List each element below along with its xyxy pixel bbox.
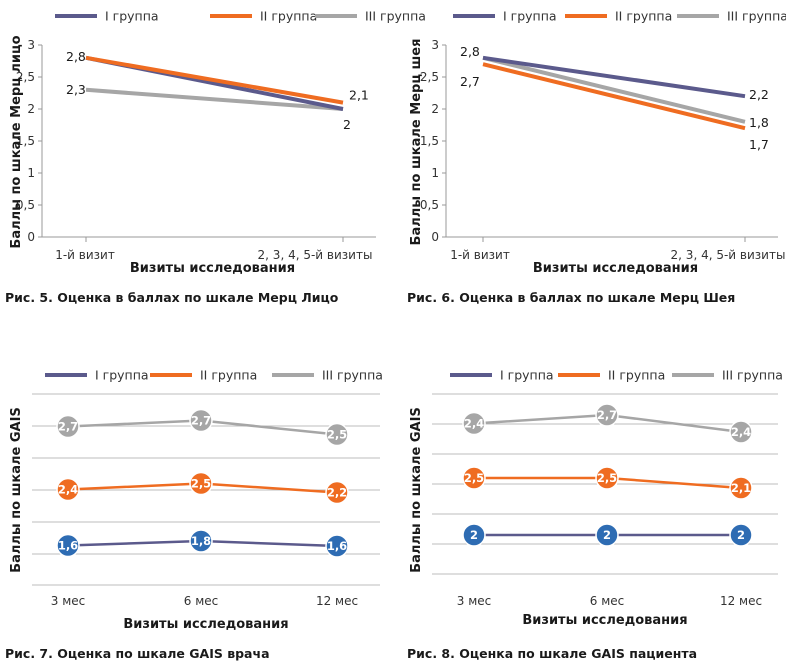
chart5-y-tick-label: 0 xyxy=(27,230,35,244)
chart6-y-tick-label: 0,5 xyxy=(420,198,439,212)
chart8-data-marker xyxy=(462,411,486,436)
chart8-legend-label-2: II группа xyxy=(608,368,665,383)
chart8-data-label: 2 xyxy=(737,528,745,542)
chart7-x-tick-label: 3 мес xyxy=(51,594,85,608)
chart8-data-marker xyxy=(729,420,753,444)
chart6-x-axis-title: Визиты исследования xyxy=(533,261,698,276)
chart7-data-label: 2,5 xyxy=(191,477,211,491)
chart6-series-line-2 xyxy=(482,62,746,131)
chart8-x-tick-label: 3 мес xyxy=(457,594,491,608)
chart6-data-label: 2,8 xyxy=(460,44,480,59)
chart7-data-label: 2,7 xyxy=(58,420,78,434)
chart7-data-marker xyxy=(56,414,80,439)
chart7-data-marker xyxy=(56,477,80,502)
chart8-data-label: 2,4 xyxy=(731,425,751,439)
chart5-y-axis-title: Баллы по шкале Мерц лицо xyxy=(9,35,24,248)
chart6-caption: Рис. 6. Оценка в баллах по шкале Мерц Ше… xyxy=(407,290,735,305)
chart7-data-label: 2,5 xyxy=(327,428,347,442)
chart6-legend-label-3: III группа xyxy=(727,9,786,24)
chart8-legend-label-3: III группа xyxy=(722,368,783,383)
chart8-x-tick-label: 12 мес xyxy=(720,594,762,608)
chart6-x-tick-label: 2, 3, 4, 5-й визиты xyxy=(671,248,786,262)
chart5-x-tick-label: 2, 3, 4, 5-й визиты xyxy=(258,248,373,262)
chart8-data-label: 2,5 xyxy=(464,471,484,485)
chart6-y-tick-label: 3 xyxy=(431,38,439,52)
chart7-data-marker xyxy=(189,408,213,433)
chart7-data-marker xyxy=(56,533,80,558)
chart8-caption: Рис. 8. Оценка по шкале GAIS пациента xyxy=(407,646,697,661)
chart6-y-axis-title: Баллы по шкале Мерц шея xyxy=(409,39,424,246)
chart5-data-label: 2,1 xyxy=(349,88,369,103)
chart5-y-tick-label: 3 xyxy=(27,38,35,52)
chart6-series-line-1 xyxy=(482,55,746,99)
chart6-data-label: 2,7 xyxy=(460,74,480,89)
chart6-y-tick-label: 2,5 xyxy=(420,70,439,84)
chart7-data-marker xyxy=(189,471,213,496)
chart6-y-tick-label: 1 xyxy=(431,166,439,180)
chart5-x-tick-label: 1-й визит xyxy=(55,248,115,262)
chart5-y-tick-label: 1 xyxy=(27,166,35,180)
chart5-y-tick-label: 0,5 xyxy=(16,198,35,212)
chart7-data-marker xyxy=(325,480,349,505)
chart8-x-axis-title: Визиты исследования xyxy=(522,613,687,628)
chart6-data-label: 1,7 xyxy=(749,137,769,152)
chart8-data-marker xyxy=(729,523,753,547)
chart7-x-tick-label: 12 мес xyxy=(316,594,358,608)
chart7-caption: Рис. 7. Оценка по шкале GAIS врача xyxy=(5,646,270,661)
chart8-y-axis-title: Баллы по шкале GAIS xyxy=(409,407,424,573)
chart6-y-tick-label: 0 xyxy=(431,230,439,244)
chart7-data-marker xyxy=(189,529,213,553)
chart8-data-label: 2,1 xyxy=(731,481,751,495)
chart6-y-tick-label: 1,5 xyxy=(420,134,439,148)
chart6-legend-label-2: II группа xyxy=(615,9,672,24)
chart6-x-tick-label: 1-й визит xyxy=(450,248,510,262)
chart5-legend-label-1: I группа xyxy=(105,9,159,24)
chart8-data-label: 2,5 xyxy=(597,471,617,485)
chart7-data-label: 2,2 xyxy=(327,486,347,500)
chart5-y-tick-label: 2 xyxy=(27,102,35,116)
chart7-legend-label-2: II группа xyxy=(200,368,257,383)
chart8-data-label: 2 xyxy=(603,528,611,542)
chart8-data-label: 2 xyxy=(470,528,478,542)
chart8-legend-label-1: I группа xyxy=(500,368,554,383)
chart8-data-label: 2,4 xyxy=(464,417,484,431)
chart8-x-tick-label: 6 мес xyxy=(590,594,624,608)
chart5-data-label: 2 xyxy=(343,117,351,132)
chart6-data-label: 2,2 xyxy=(749,87,769,102)
chart5-y-tick-label: 2,5 xyxy=(16,70,35,84)
chart6-y-tick-label: 2 xyxy=(431,102,439,116)
chart7-data-label: 1,6 xyxy=(58,539,78,553)
chart5-x-axis-title: Визиты исследования xyxy=(130,261,295,276)
chart8-data-marker xyxy=(595,523,619,547)
chart7-data-label: 1,6 xyxy=(327,539,347,553)
chart5-data-label: 2,8 xyxy=(66,49,86,64)
chart6-data-label: 1,8 xyxy=(749,115,769,130)
chart7-data-label: 2,4 xyxy=(58,483,78,497)
chart7-data-marker xyxy=(325,422,349,447)
chart7-data-label: 2,7 xyxy=(191,414,211,428)
chart8-data-label: 2,7 xyxy=(597,408,617,422)
chart5-y-tick-label: 1,5 xyxy=(16,134,35,148)
chart6-legend-label-1: I группа xyxy=(503,9,557,24)
chart6-series-line-3 xyxy=(482,55,746,124)
chart5-caption: Рис. 5. Оценка в баллах по шкале Мерц Ли… xyxy=(5,290,339,305)
chart5-series-line-2 xyxy=(85,55,344,105)
chart7-x-axis-title: Визиты исследования xyxy=(123,617,288,632)
chart7-legend-label-3: III группа xyxy=(322,368,383,383)
chart8-data-marker xyxy=(595,466,619,490)
chart8-data-marker xyxy=(462,523,486,547)
chart7-x-tick-label: 6 мес xyxy=(184,594,218,608)
chart8-data-marker xyxy=(595,403,619,427)
chart7-y-axis-title: Баллы по шкале GAIS xyxy=(9,407,24,573)
chart5-data-label: 2,3 xyxy=(66,82,86,97)
chart8-data-marker xyxy=(462,466,486,490)
chart7-data-marker xyxy=(325,534,349,558)
chart5-legend-label-2: II группа xyxy=(260,9,317,24)
chart7-data-label: 1,8 xyxy=(191,534,211,548)
chart8-data-marker xyxy=(729,476,753,500)
chart5-legend-label-3: III группа xyxy=(365,9,426,24)
chart7-legend-label-1: I группа xyxy=(95,368,149,383)
chart5-series-line-3 xyxy=(85,87,344,111)
